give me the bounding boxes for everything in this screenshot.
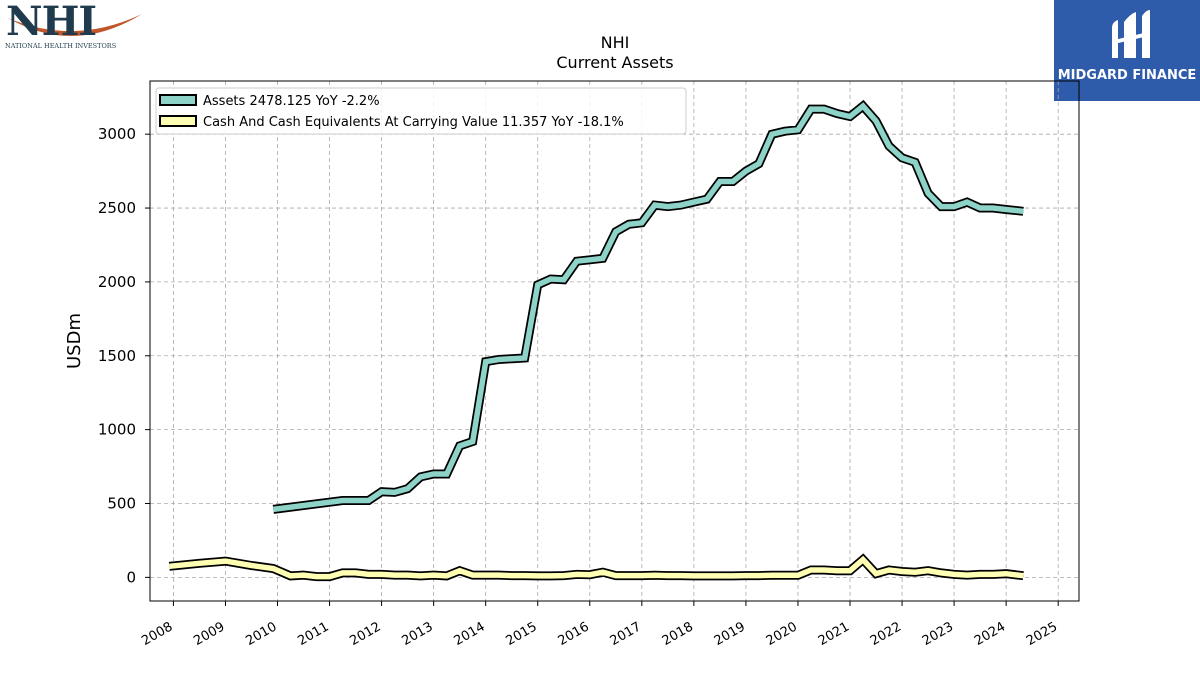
x-tick-label: 2024 <box>972 619 1008 649</box>
plot-frame <box>149 80 1080 602</box>
x-tick-label: 2017 <box>608 619 644 649</box>
x-tick-label: 2011 <box>295 619 331 649</box>
x-tick-label: 2010 <box>243 619 279 649</box>
y-tick-label: 500 <box>107 495 136 513</box>
x-tick-label: 2008 <box>139 619 175 649</box>
x-tick-label: 2020 <box>764 619 800 649</box>
series-line-outline <box>272 99 1024 514</box>
series-cash <box>168 553 1024 582</box>
x-tick-label: 2023 <box>920 619 956 649</box>
y-tick-label: 2000 <box>98 273 136 291</box>
y-tick-label: 2500 <box>98 199 136 217</box>
series-layer <box>168 99 1024 582</box>
nhi-logo: NHI NATIONAL HEALTH INVESTORS <box>4 0 146 54</box>
x-tick-label: 2013 <box>399 619 435 649</box>
legend-swatch <box>159 115 197 127</box>
x-tick-label: 2022 <box>868 619 904 649</box>
legend-swatch <box>159 94 197 106</box>
midgard-brand-name: MIDGARD FINANCE <box>1057 68 1197 83</box>
y-tick-label: 3000 <box>98 125 136 143</box>
y-tick-label: 0 <box>126 568 136 586</box>
midgard-finance-logo: MIDGARD FINANCE <box>1054 0 1200 101</box>
midgard-emblem-icon <box>1112 10 1150 58</box>
legend-label: Cash And Cash Equivalents At Carrying Va… <box>203 115 624 130</box>
y-tick-label: 1000 <box>98 421 136 439</box>
grid <box>150 81 1079 601</box>
x-tick-label: 2018 <box>660 619 696 649</box>
nhi-letters: NHI <box>6 0 97 45</box>
legend-label: Assets 2478.125 YoY -2.2% <box>203 94 380 109</box>
nhi-company-name: NATIONAL HEALTH INVESTORS <box>5 42 117 50</box>
x-tick-label: 2012 <box>347 619 383 649</box>
series-line <box>169 555 1024 580</box>
y-tick-label: 1500 <box>98 347 136 365</box>
legend-box <box>155 87 687 135</box>
chart-subtitle: Current Assets <box>556 53 674 72</box>
x-tick-label: 2015 <box>504 619 540 649</box>
legend: Assets 2478.125 YoY -2.2% Cash And Cash E… <box>155 87 687 135</box>
x-tick-label: 2016 <box>556 619 592 649</box>
nhi-swoosh-icon <box>8 14 142 37</box>
x-tick-label: 2021 <box>816 619 852 649</box>
y-axis: 0 500 1000 1500 2000 2500 3000 <box>98 125 150 586</box>
series-assets <box>272 99 1024 514</box>
x-tick-label: 2009 <box>191 619 227 649</box>
x-tick-label: 2014 <box>452 619 488 649</box>
x-tick-label: 2025 <box>1024 619 1060 649</box>
x-tick-label: 2019 <box>712 619 748 649</box>
y-axis-label: USDm <box>64 313 85 369</box>
chart-title: NHI <box>600 33 630 52</box>
x-axis: 2008 2009 2010 2011 2012 2013 2014 2015 2016 2017… <box>139 601 1060 649</box>
series-line <box>272 102 1024 513</box>
